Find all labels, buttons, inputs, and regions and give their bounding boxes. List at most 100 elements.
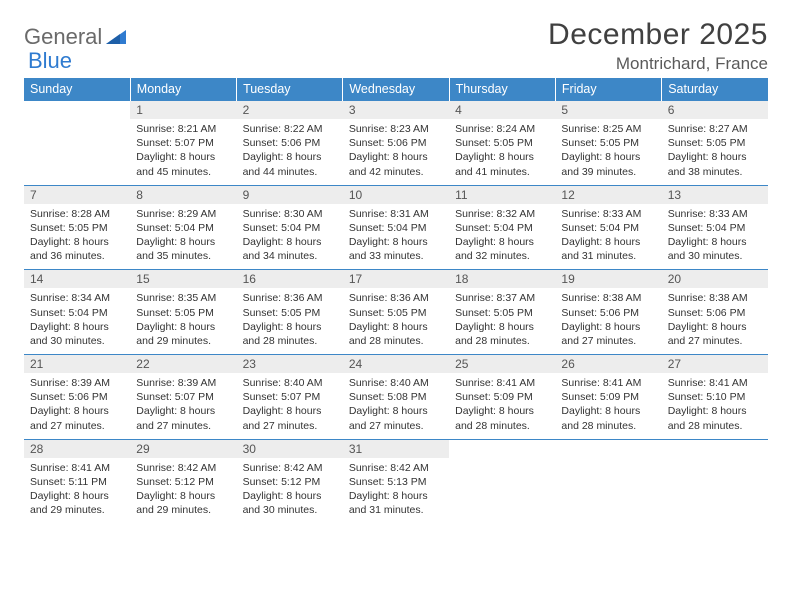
sunrise-text: Sunrise: 8:28 AM [30,207,124,221]
day-content-cell: Sunrise: 8:41 AMSunset: 5:11 PMDaylight:… [24,458,130,524]
sunrise-text: Sunrise: 8:37 AM [455,291,549,305]
day-content-cell: Sunrise: 8:29 AMSunset: 5:04 PMDaylight:… [130,204,236,270]
day-content-cell [555,458,661,524]
day-content-cell [449,458,555,524]
day-number-cell [555,439,661,458]
sunrise-text: Sunrise: 8:40 AM [349,376,443,390]
day-content-cell: Sunrise: 8:41 AMSunset: 5:09 PMDaylight:… [555,373,661,439]
daylight-text: Daylight: 8 hours and 30 minutes. [243,489,337,517]
sunrise-text: Sunrise: 8:39 AM [30,376,124,390]
sunset-text: Sunset: 5:05 PM [561,136,655,150]
day-content-cell: Sunrise: 8:35 AMSunset: 5:05 PMDaylight:… [130,288,236,354]
calendar-table: SundayMondayTuesdayWednesdayThursdayFrid… [24,78,768,523]
sunrise-text: Sunrise: 8:24 AM [455,122,549,136]
sunrise-text: Sunrise: 8:35 AM [136,291,230,305]
sunset-text: Sunset: 5:04 PM [349,221,443,235]
day-number-cell: 19 [555,270,661,289]
brand-part1: General [24,24,102,50]
weekday-header: Wednesday [343,78,449,101]
day-number-cell: 7 [24,185,130,204]
sunset-text: Sunset: 5:05 PM [455,136,549,150]
sunset-text: Sunset: 5:06 PM [349,136,443,150]
daylight-text: Daylight: 8 hours and 28 minutes. [668,404,762,432]
day-content-cell: Sunrise: 8:32 AMSunset: 5:04 PMDaylight:… [449,204,555,270]
month-title: December 2025 [548,18,768,52]
daylight-text: Daylight: 8 hours and 41 minutes. [455,150,549,178]
daylight-text: Daylight: 8 hours and 35 minutes. [136,235,230,263]
daylight-text: Daylight: 8 hours and 30 minutes. [668,235,762,263]
weekday-header: Sunday [24,78,130,101]
sunrise-text: Sunrise: 8:23 AM [349,122,443,136]
day-content-cell: Sunrise: 8:39 AMSunset: 5:06 PMDaylight:… [24,373,130,439]
day-number-cell: 17 [343,270,449,289]
daylight-text: Daylight: 8 hours and 31 minutes. [561,235,655,263]
sunset-text: Sunset: 5:07 PM [243,390,337,404]
sunrise-text: Sunrise: 8:41 AM [668,376,762,390]
title-block: December 2025 Montrichard, France [548,18,768,74]
sunset-text: Sunset: 5:12 PM [136,475,230,489]
day-content-cell: Sunrise: 8:36 AMSunset: 5:05 PMDaylight:… [343,288,449,354]
weekday-header: Friday [555,78,661,101]
day-content-cell: Sunrise: 8:38 AMSunset: 5:06 PMDaylight:… [662,288,768,354]
daylight-text: Daylight: 8 hours and 27 minutes. [561,320,655,348]
day-content-row: Sunrise: 8:21 AMSunset: 5:07 PMDaylight:… [24,119,768,185]
sunset-text: Sunset: 5:06 PM [668,306,762,320]
sunrise-text: Sunrise: 8:39 AM [136,376,230,390]
brand-logo: General [24,18,128,50]
day-number-cell: 16 [237,270,343,289]
day-content-row: Sunrise: 8:39 AMSunset: 5:06 PMDaylight:… [24,373,768,439]
day-number-cell: 12 [555,185,661,204]
day-number-cell [662,439,768,458]
sunrise-text: Sunrise: 8:38 AM [561,291,655,305]
sunrise-text: Sunrise: 8:22 AM [243,122,337,136]
daylight-text: Daylight: 8 hours and 45 minutes. [136,150,230,178]
sunset-text: Sunset: 5:05 PM [30,221,124,235]
sunset-text: Sunset: 5:05 PM [243,306,337,320]
sunrise-text: Sunrise: 8:21 AM [136,122,230,136]
daylight-text: Daylight: 8 hours and 27 minutes. [349,404,443,432]
day-number-cell: 6 [662,101,768,120]
day-content-cell: Sunrise: 8:40 AMSunset: 5:08 PMDaylight:… [343,373,449,439]
day-number-cell: 4 [449,101,555,120]
daylight-text: Daylight: 8 hours and 28 minutes. [349,320,443,348]
weekday-header: Saturday [662,78,768,101]
day-content-cell: Sunrise: 8:22 AMSunset: 5:06 PMDaylight:… [237,119,343,185]
day-content-cell: Sunrise: 8:40 AMSunset: 5:07 PMDaylight:… [237,373,343,439]
daylight-text: Daylight: 8 hours and 28 minutes. [455,320,549,348]
location-label: Montrichard, France [548,54,768,74]
triangle-icon [106,28,126,49]
day-content-cell: Sunrise: 8:39 AMSunset: 5:07 PMDaylight:… [130,373,236,439]
day-number-cell: 15 [130,270,236,289]
sunrise-text: Sunrise: 8:31 AM [349,207,443,221]
day-number-row: 123456 [24,101,768,120]
sunset-text: Sunset: 5:07 PM [136,136,230,150]
sunset-text: Sunset: 5:07 PM [136,390,230,404]
daylight-text: Daylight: 8 hours and 38 minutes. [668,150,762,178]
day-content-cell: Sunrise: 8:41 AMSunset: 5:09 PMDaylight:… [449,373,555,439]
daylight-text: Daylight: 8 hours and 28 minutes. [561,404,655,432]
day-number-cell: 31 [343,439,449,458]
sunrise-text: Sunrise: 8:42 AM [349,461,443,475]
weekday-header: Tuesday [237,78,343,101]
day-number-row: 14151617181920 [24,270,768,289]
day-number-cell: 24 [343,355,449,374]
sunrise-text: Sunrise: 8:33 AM [561,207,655,221]
weekday-header-row: SundayMondayTuesdayWednesdayThursdayFrid… [24,78,768,101]
weekday-header: Monday [130,78,236,101]
sunset-text: Sunset: 5:06 PM [30,390,124,404]
sunset-text: Sunset: 5:10 PM [668,390,762,404]
sunset-text: Sunset: 5:04 PM [561,221,655,235]
sunrise-text: Sunrise: 8:27 AM [668,122,762,136]
day-number-cell: 8 [130,185,236,204]
sunrise-text: Sunrise: 8:32 AM [455,207,549,221]
day-number-cell: 9 [237,185,343,204]
sunset-text: Sunset: 5:06 PM [243,136,337,150]
sunset-text: Sunset: 5:13 PM [349,475,443,489]
daylight-text: Daylight: 8 hours and 32 minutes. [455,235,549,263]
day-content-cell: Sunrise: 8:30 AMSunset: 5:04 PMDaylight:… [237,204,343,270]
day-content-cell: Sunrise: 8:38 AMSunset: 5:06 PMDaylight:… [555,288,661,354]
day-content-cell [24,119,130,185]
sunrise-text: Sunrise: 8:30 AM [243,207,337,221]
sunset-text: Sunset: 5:04 PM [136,221,230,235]
daylight-text: Daylight: 8 hours and 30 minutes. [30,320,124,348]
